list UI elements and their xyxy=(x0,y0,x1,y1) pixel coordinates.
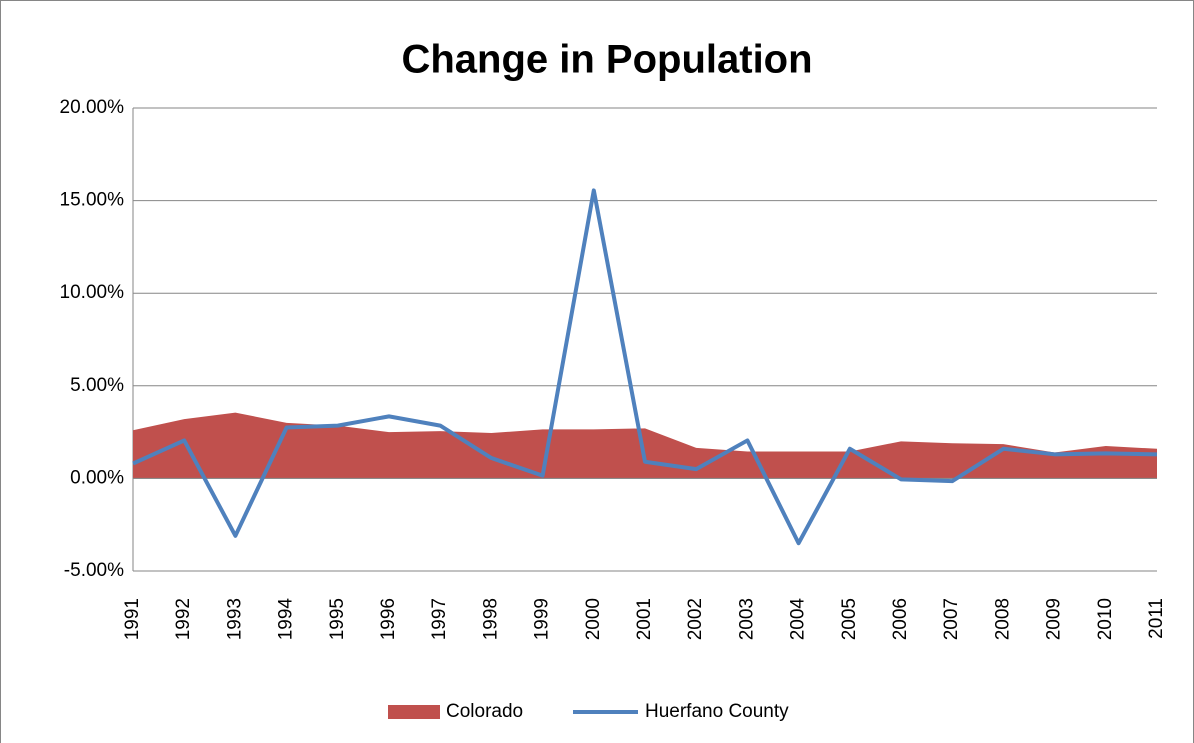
x-tick-label: 1994 xyxy=(276,598,297,641)
x-tick-label: 1996 xyxy=(378,598,399,640)
x-tick-label: 2008 xyxy=(992,598,1013,640)
legend-swatch xyxy=(388,705,440,719)
x-tick-label: 1999 xyxy=(532,598,553,640)
x-tick-label: 1995 xyxy=(327,598,348,640)
x-tick-label: 1991 xyxy=(122,598,143,640)
x-tick-label: 2000 xyxy=(583,598,604,640)
x-tick-label: 2007 xyxy=(941,598,962,640)
x-tick-label: 1998 xyxy=(480,598,501,640)
x-tick-label: 2005 xyxy=(839,598,860,640)
area xyxy=(133,412,1157,479)
x-tick-label: 2002 xyxy=(685,598,706,640)
legend-label: Colorado xyxy=(446,701,523,722)
y-tick-label: 5.00% xyxy=(70,375,124,396)
y-tick-label: 15.00% xyxy=(60,190,125,211)
x-tick-label: 1997 xyxy=(429,598,450,640)
x-tick-label: 2011 xyxy=(1146,598,1167,639)
line xyxy=(132,188,1158,546)
x-tick-label: 2001 xyxy=(634,598,655,640)
x-tick-label: 2009 xyxy=(1044,598,1065,640)
x-tick-label: 2006 xyxy=(890,598,911,640)
y-tick-label: 10.00% xyxy=(60,282,125,303)
x-tick-label: 2003 xyxy=(736,598,757,640)
legend-label: Huerfano County xyxy=(645,701,789,722)
x-tick-label: 2004 xyxy=(788,598,809,641)
x-tick-label: 2010 xyxy=(1095,598,1116,640)
chart-title: Change in Population xyxy=(401,38,812,82)
x-tick-label: 1993 xyxy=(224,598,245,640)
y-tick-label: 0.00% xyxy=(70,467,124,488)
y-tick-label: -5.00% xyxy=(64,560,124,581)
y-tick-label: 20.00% xyxy=(60,97,125,118)
x-tick-label: 1992 xyxy=(173,598,194,640)
